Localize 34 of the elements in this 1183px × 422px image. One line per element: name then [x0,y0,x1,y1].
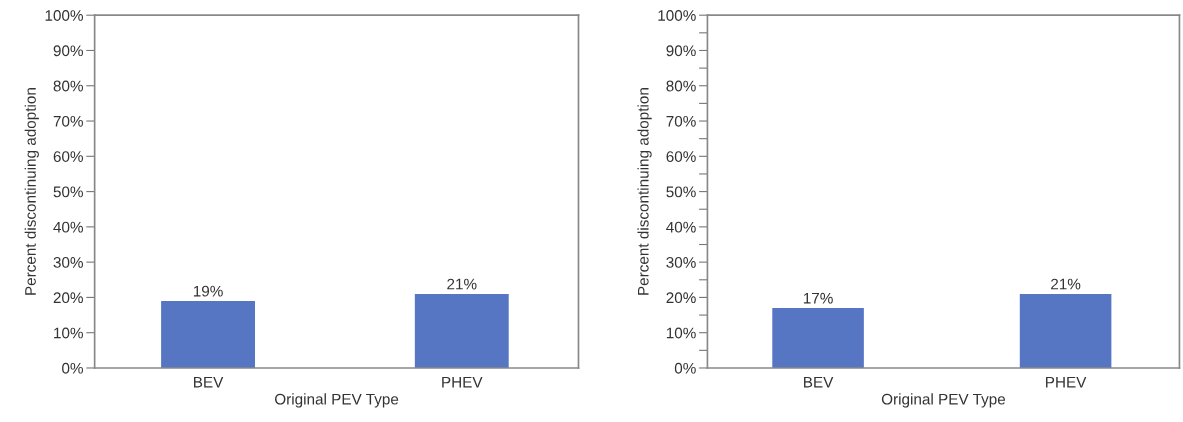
x-tick-label: PHEV [1046,376,1087,388]
y-tick-label: 0% [674,362,696,374]
y-tick-label: 70% [666,115,696,127]
y-tick-label: 30% [666,257,696,268]
y-tick-label: 20% [53,292,83,304]
y-tick-label: 10% [54,327,83,339]
y-tick-label: 50% [666,186,696,198]
x-axis-title: Original PEV Type [275,393,399,408]
x-tick-label: BEV [194,376,224,388]
y-tick-label: 100% [658,10,696,21]
y-tick-label: 40% [53,221,83,233]
y-axis-title: Percent discontinuing adoption [637,88,652,295]
data-label: 19% [193,285,223,297]
y-tick-label: 40% [666,221,696,233]
y-tick-label: 100% [45,10,83,21]
y-tick-label: 10% [666,327,696,339]
y-tick-label: 60% [666,151,696,162]
y-tick-label: 0% [62,362,83,374]
y-tick-label: 30% [53,257,83,268]
y-axis-title: Percent discontinuing adoption [24,88,39,295]
data-label: 17% [803,292,833,304]
y-tick-label: 70% [53,115,83,127]
x-tick-label: BEV [804,376,834,388]
y-tick-label: 80% [53,80,83,92]
data-label: 21% [447,278,477,290]
y-tick-label: 90% [666,45,696,57]
y-tick-label: 50% [53,186,83,198]
y-tick-label: 60% [53,151,83,162]
y-tick-label: 20% [666,292,696,304]
data-label: 21% [1051,278,1081,290]
y-tick-label: 90% [53,45,83,57]
x-axis-title: Original PEV Type [881,393,1006,408]
x-tick-label: PHEV [442,376,483,388]
y-tick-label: 80% [666,80,696,92]
